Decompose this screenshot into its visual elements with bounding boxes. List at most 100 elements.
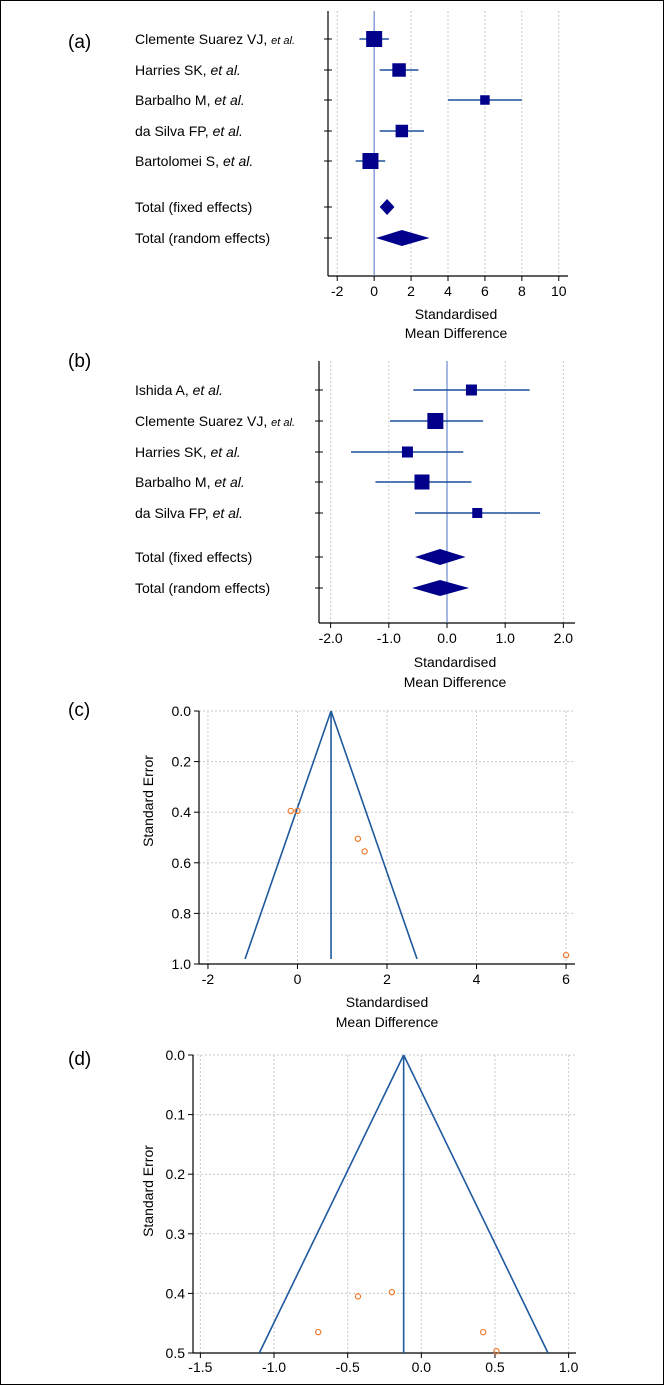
- x-tick-label: 4: [473, 971, 481, 987]
- x-tick-label: -1.0: [262, 1359, 286, 1375]
- x-tick-label: 4: [444, 283, 452, 299]
- study-point: [315, 1328, 322, 1336]
- y-tick-label: 0.6: [172, 855, 192, 871]
- pooled-diamond: [415, 549, 466, 565]
- study-etal: et al.: [210, 62, 240, 78]
- funnel-right-limit: [330, 710, 418, 960]
- y-tick-label: 0.0: [166, 1047, 186, 1063]
- x-axis-title: Mean Difference: [405, 325, 508, 341]
- study-name: Bartolomei S,: [135, 153, 223, 169]
- study-point: [361, 848, 368, 855]
- x-tick-label: -2: [202, 971, 215, 987]
- y-tick-label: 0.3: [166, 1226, 186, 1242]
- study-etal: et al.: [271, 417, 295, 429]
- study-etal: et al.: [214, 474, 244, 490]
- study-label: Clemente Suarez VJ, et al.: [135, 413, 295, 429]
- study-name: da Silva FP,: [135, 505, 213, 521]
- x-tick-label: 6: [562, 971, 570, 987]
- study-name: Harries SK,: [135, 444, 210, 460]
- study-label: Barbalho M, et al.: [135, 474, 245, 490]
- effect-marker: [465, 384, 477, 396]
- study-label: Harries SK, et al.: [135, 62, 241, 78]
- pooled-diamond: [376, 230, 430, 246]
- study-point: [479, 1328, 487, 1336]
- study-label: Ishida A, et al.: [135, 382, 223, 398]
- study-point: [562, 951, 570, 959]
- x-tick-label: 0.0: [437, 630, 457, 646]
- x-tick-label: -1.5: [188, 1359, 212, 1375]
- study-point: [493, 1348, 500, 1355]
- study-label: da Silva FP, et al.: [135, 123, 243, 139]
- x-axis-title: Standardised: [343, 1382, 426, 1384]
- funnel-left-limit: [244, 710, 332, 960]
- total-label: Total (random effects): [135, 580, 270, 596]
- effect-marker: [472, 508, 483, 518]
- panel-label: (c): [68, 700, 90, 721]
- x-tick-label: 0.0: [412, 1359, 432, 1375]
- study-name: Barbalho M,: [135, 92, 214, 108]
- study-etal: et al.: [213, 123, 243, 139]
- y-tick-label: 0.8: [172, 905, 192, 921]
- y-tick-label: 1.0: [172, 956, 192, 972]
- panel-label: (d): [68, 1049, 91, 1070]
- y-tick-label: 0.5: [166, 1345, 186, 1361]
- study-label: da Silva FP, et al.: [135, 505, 243, 521]
- study-etal: et al.: [271, 35, 295, 47]
- x-axis-title: Mean Difference: [336, 1014, 439, 1030]
- y-tick-label: 0.0: [172, 703, 192, 719]
- effect-marker: [427, 413, 444, 429]
- x-tick-label: -0.5: [336, 1359, 360, 1375]
- x-tick-label: 6: [481, 283, 489, 299]
- x-tick-label: 1.0: [559, 1359, 579, 1375]
- y-tick-label: 0.4: [166, 1285, 186, 1301]
- total-label: Total (fixed effects): [135, 199, 252, 215]
- study-etal: et al.: [214, 92, 244, 108]
- study-point: [354, 1293, 362, 1300]
- y-axis-title: Standard Error: [140, 1145, 156, 1237]
- panel-label: (b): [68, 351, 91, 372]
- x-axis-title: Standardised: [346, 994, 429, 1010]
- effect-marker: [366, 31, 383, 47]
- study-etal: et al.: [210, 444, 240, 460]
- funnel-right-limit: [402, 1054, 549, 1354]
- x-tick-label: 0: [294, 971, 302, 987]
- study-point: [294, 807, 301, 815]
- study-name: Clemente Suarez VJ,: [135, 31, 271, 47]
- study-name: Barbalho M,: [135, 474, 214, 490]
- study-etal: et al.: [193, 382, 223, 398]
- x-tick-label: -2: [331, 283, 344, 299]
- panel-label: (a): [68, 32, 91, 53]
- x-tick-label: -1.0: [377, 630, 401, 646]
- study-name: Clemente Suarez VJ,: [135, 413, 271, 429]
- study-point: [388, 1289, 396, 1296]
- effect-marker: [414, 474, 430, 490]
- y-axis-title: Standard Error: [140, 755, 156, 847]
- x-tick-label: 2.0: [554, 630, 574, 646]
- effect-marker: [395, 124, 409, 138]
- x-tick-label: 0.5: [485, 1359, 505, 1375]
- study-label: Barbalho M, et al.: [135, 92, 245, 108]
- effect-marker: [362, 153, 379, 169]
- x-tick-label: 2: [407, 283, 415, 299]
- pooled-diamond: [379, 199, 395, 215]
- effect-marker: [480, 95, 490, 105]
- study-point: [287, 807, 294, 815]
- x-tick-label: 2: [383, 971, 391, 987]
- study-label: Clemente Suarez VJ, et al.: [135, 31, 295, 47]
- study-point: [354, 835, 362, 842]
- effect-marker: [392, 63, 406, 77]
- study-name: Ishida A,: [135, 382, 193, 398]
- total-label: Total (random effects): [135, 230, 270, 246]
- x-axis-title: Standardised: [415, 306, 498, 322]
- total-label: Total (fixed effects): [135, 549, 252, 565]
- pooled-diamond: [412, 580, 470, 596]
- funnel-left-limit: [258, 1054, 405, 1354]
- effect-marker: [401, 446, 413, 458]
- y-tick-label: 0.2: [166, 1166, 186, 1182]
- x-axis-title: Standardised: [414, 654, 497, 670]
- y-tick-label: 0.2: [172, 754, 192, 770]
- x-tick-label: 10: [551, 283, 567, 299]
- study-name: da Silva FP,: [135, 123, 213, 139]
- study-etal: et al.: [213, 505, 243, 521]
- x-axis-title: Mean Difference: [404, 674, 507, 690]
